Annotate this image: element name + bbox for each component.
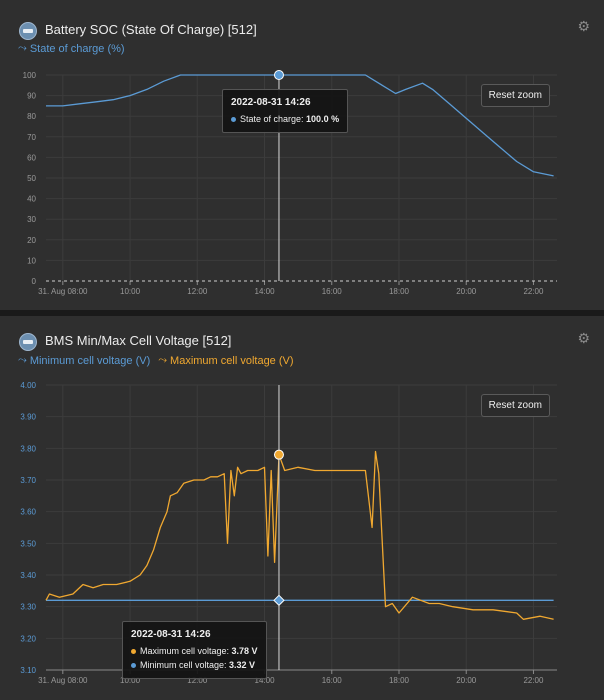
panel-separator bbox=[0, 310, 604, 316]
hover-marker bbox=[273, 70, 284, 80]
y-tick-label: 3.60 bbox=[20, 508, 36, 517]
y-tick-label: 30 bbox=[27, 215, 36, 224]
reset-zoom-button[interactable]: Reset zoom bbox=[480, 84, 550, 107]
soc-chart[interactable]: 0 10 20 30 40 50 60 70 80 90 100 31. Aug 08:00 10:00… bbox=[0, 0, 604, 310]
hover-marker bbox=[273, 449, 284, 460]
cell-voltage-chart[interactable]: 3.10 3.20 3.30 3.40 3.50 3.60 3.70 3.80 3.90 4.00… bbox=[0, 316, 604, 700]
tooltip-row: Maximum cell voltage: 3.78 V bbox=[131, 644, 258, 658]
legend-label: Maximum cell voltage (V) bbox=[170, 354, 294, 367]
chart-tooltip: 2022-08-31 14:26 Maximum cell voltage: 3… bbox=[122, 621, 267, 679]
series-dot-icon bbox=[131, 663, 136, 669]
tooltip-row: State of charge: 100.0 % bbox=[231, 112, 339, 126]
victron-logo-icon bbox=[19, 333, 37, 351]
y-tick-label: 80 bbox=[27, 112, 36, 121]
y-tick-label: 4.00 bbox=[20, 381, 36, 390]
y-tick-label: 3.80 bbox=[20, 444, 36, 453]
x-tick-label: 22:00 bbox=[523, 676, 544, 685]
x-tick-label: 10:00 bbox=[120, 287, 141, 296]
y-tick-label: 90 bbox=[27, 92, 36, 101]
legend-item[interactable]: ⤳ State of charge (%) bbox=[18, 42, 125, 55]
tooltip-row: Minimum cell voltage: 3.32 V bbox=[131, 658, 258, 672]
y-tick-label: 3.10 bbox=[20, 666, 36, 675]
panel-title: Battery SOC (State Of Charge) [512] bbox=[45, 22, 257, 37]
gear-icon[interactable]: ⚙ bbox=[577, 18, 590, 34]
reset-zoom-button[interactable]: Reset zoom bbox=[480, 394, 550, 417]
y-tick-label: 0 bbox=[32, 277, 37, 286]
x-tick-label: 10:00 bbox=[120, 676, 141, 685]
x-tick-label: 31. Aug 08:00 bbox=[38, 676, 88, 685]
y-tick-label: 70 bbox=[27, 133, 36, 142]
victron-logo-icon bbox=[19, 22, 37, 40]
tooltip-label: State of charge: bbox=[240, 114, 307, 124]
tooltip-value: 100.0 % bbox=[306, 114, 340, 124]
y-tick-label: 3.30 bbox=[20, 603, 36, 612]
y-tick-label: 3.20 bbox=[20, 634, 36, 643]
y-tick-label: 3.50 bbox=[20, 539, 36, 548]
y-tick-label: 3.70 bbox=[20, 476, 36, 485]
tooltip-title: 2022-08-31 14:26 bbox=[131, 629, 211, 640]
chart-tooltip: 2022-08-31 14:26 State of charge: 100.0 … bbox=[222, 89, 349, 133]
y-tick-label: 60 bbox=[27, 153, 36, 162]
legend-item[interactable]: ⤳ Minimum cell voltage (V) bbox=[18, 354, 150, 367]
legend-marker-icon: ⤳ bbox=[18, 354, 27, 366]
legend-item[interactable]: ⤳ Maximum cell voltage (V) bbox=[158, 354, 293, 367]
legend-label: State of charge (%) bbox=[29, 42, 125, 55]
x-tick-label: 18:00 bbox=[389, 676, 410, 685]
legend-marker-icon: ⤳ bbox=[18, 42, 27, 54]
x-tick-label: 18:00 bbox=[389, 287, 410, 296]
legend: ⤳ State of charge (%) bbox=[18, 42, 125, 55]
y-tick-label: 40 bbox=[27, 195, 36, 204]
y-tick-label: 3.40 bbox=[20, 571, 36, 580]
tooltip-value: 3.78 V bbox=[231, 646, 258, 656]
y-tick-label: 10 bbox=[27, 256, 36, 265]
x-tick-label: 20:00 bbox=[456, 287, 477, 296]
legend: ⤳ Minimum cell voltage (V) ⤳ Maximum cell v… bbox=[18, 354, 294, 367]
x-tick-label: 16:00 bbox=[322, 287, 343, 296]
legend-marker-icon: ⤳ bbox=[158, 354, 168, 366]
hover-marker bbox=[273, 594, 285, 607]
tooltip-label: Minimum cell voltage: bbox=[140, 660, 230, 670]
tooltip-title: 2022-08-31 14:26 bbox=[231, 97, 311, 108]
tooltip-value: 3.32 V bbox=[229, 660, 256, 670]
series-dot-icon bbox=[131, 649, 136, 655]
cell-voltage-panel: BMS Min/Max Cell Voltage [512] ⚙ ⤳ Minimu… bbox=[0, 316, 604, 700]
legend-label: Minimum cell voltage (V) bbox=[29, 354, 151, 367]
x-tick-label: 14:00 bbox=[255, 676, 276, 685]
y-tick-label: 20 bbox=[27, 236, 36, 245]
series-line bbox=[46, 74, 554, 177]
tooltip-label: Maximum cell voltage: bbox=[140, 646, 232, 656]
x-tick-label: 16:00 bbox=[322, 676, 343, 685]
x-tick-label: 31. Aug 08:00 bbox=[38, 287, 88, 296]
x-tick-label: 14:00 bbox=[255, 287, 276, 296]
gear-icon[interactable]: ⚙ bbox=[577, 330, 590, 346]
panel-title: BMS Min/Max Cell Voltage [512] bbox=[45, 333, 232, 348]
series-line bbox=[45, 450, 554, 620]
y-tick-label: 100 bbox=[23, 71, 37, 80]
y-tick-label: 50 bbox=[27, 174, 36, 183]
x-tick-label: 20:00 bbox=[456, 676, 477, 685]
series-dot-icon bbox=[231, 117, 236, 123]
x-tick-label: 22:00 bbox=[523, 287, 544, 296]
soc-panel: Battery SOC (State Of Charge) [512] ⚙ ⤳ S… bbox=[0, 0, 604, 310]
y-tick-label: 3.90 bbox=[20, 413, 36, 422]
x-tick-label: 12:00 bbox=[187, 287, 208, 296]
x-tick-label: 12:00 bbox=[187, 676, 208, 685]
